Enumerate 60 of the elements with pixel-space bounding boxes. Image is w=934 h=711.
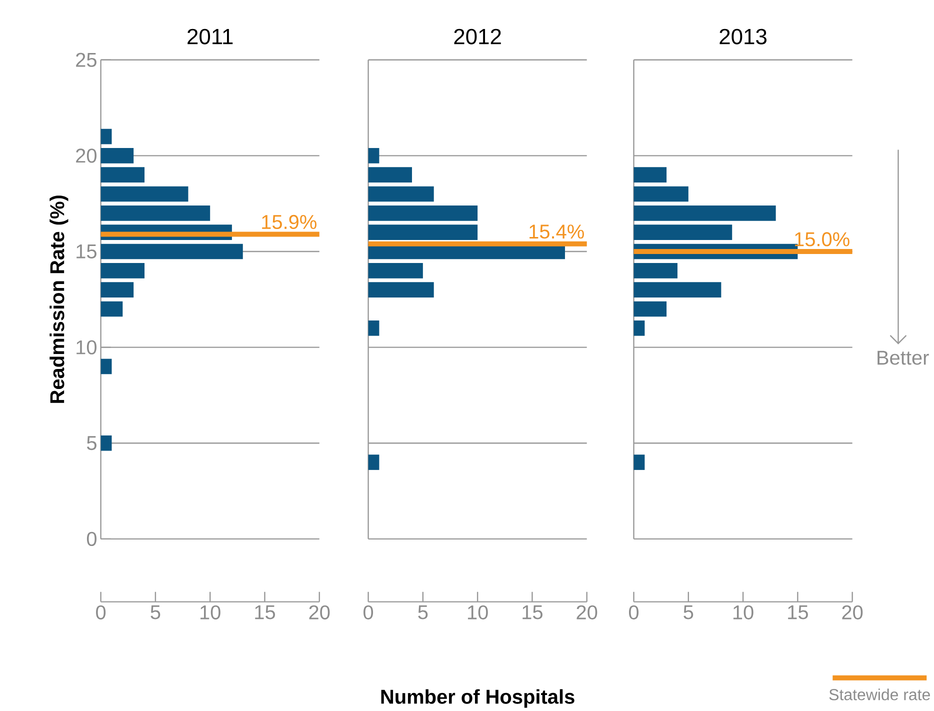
- bar: [100, 262, 145, 278]
- bar: [634, 186, 688, 202]
- y-tick-label: 0: [86, 532, 96, 546]
- bar: [368, 224, 478, 240]
- x-tick-label: 10: [200, 605, 220, 620]
- x-tick-label: 15: [788, 605, 808, 620]
- x-tick-label: 20: [842, 605, 863, 620]
- x-tick-label: 5: [684, 605, 694, 620]
- text: Better: [878, 350, 929, 365]
- x-tick-label: 5: [150, 605, 160, 620]
- bar: [368, 320, 380, 336]
- bar: [634, 205, 776, 221]
- y-tick-label: 20: [76, 148, 96, 163]
- y-axis-title: Readmission Rate (%): [50, 196, 68, 403]
- y-tick-label: 15: [76, 244, 96, 258]
- bar: [100, 128, 112, 144]
- x-tick-label: 10: [733, 605, 754, 620]
- ref-line-label: 15.0%: [795, 232, 850, 246]
- y-tick-label: 10: [76, 340, 96, 354]
- chart-title: 2012: [454, 28, 501, 44]
- bar: [634, 454, 645, 470]
- bar: [634, 167, 667, 182]
- bar: [100, 186, 188, 202]
- bar: [100, 301, 123, 317]
- x-tick-label: 20: [576, 605, 598, 620]
- bar: [634, 301, 667, 317]
- bar: [368, 205, 478, 221]
- bar: [368, 282, 434, 298]
- x-tick-label: 15: [255, 605, 275, 620]
- bar: [100, 167, 145, 182]
- chart-title: 2011: [188, 28, 233, 44]
- ref-line-label: 15.9%: [262, 214, 316, 229]
- x-tick-label: 0: [96, 605, 106, 620]
- bar: [634, 224, 732, 240]
- ref-line-label: 15.4%: [530, 224, 584, 239]
- chart-title: 2013: [720, 28, 766, 44]
- bar: [100, 282, 134, 298]
- bar: [368, 167, 412, 182]
- bar: [100, 205, 210, 221]
- bar: [100, 148, 134, 164]
- text: Statewide rate: [829, 688, 930, 700]
- bar: [368, 148, 380, 164]
- bar: [100, 358, 112, 374]
- bar: [368, 186, 434, 202]
- x-axis-title: Number of Hospitals: [381, 689, 574, 708]
- bar: [634, 262, 678, 278]
- bar: [100, 244, 243, 260]
- bar: [634, 320, 645, 336]
- bar: [100, 435, 112, 451]
- x-tick-label: 20: [309, 605, 330, 620]
- x-tick-label: 5: [418, 605, 428, 620]
- x-tick-label: 10: [468, 605, 488, 620]
- x-tick-label: 0: [364, 605, 374, 620]
- bar: [634, 282, 722, 298]
- y-tick-label: 5: [86, 436, 96, 450]
- x-tick-label: 15: [522, 605, 542, 620]
- x-tick-label: 0: [628, 605, 639, 620]
- y-tick-label: 25: [76, 52, 96, 67]
- bar: [368, 262, 423, 278]
- bar: [368, 454, 380, 470]
